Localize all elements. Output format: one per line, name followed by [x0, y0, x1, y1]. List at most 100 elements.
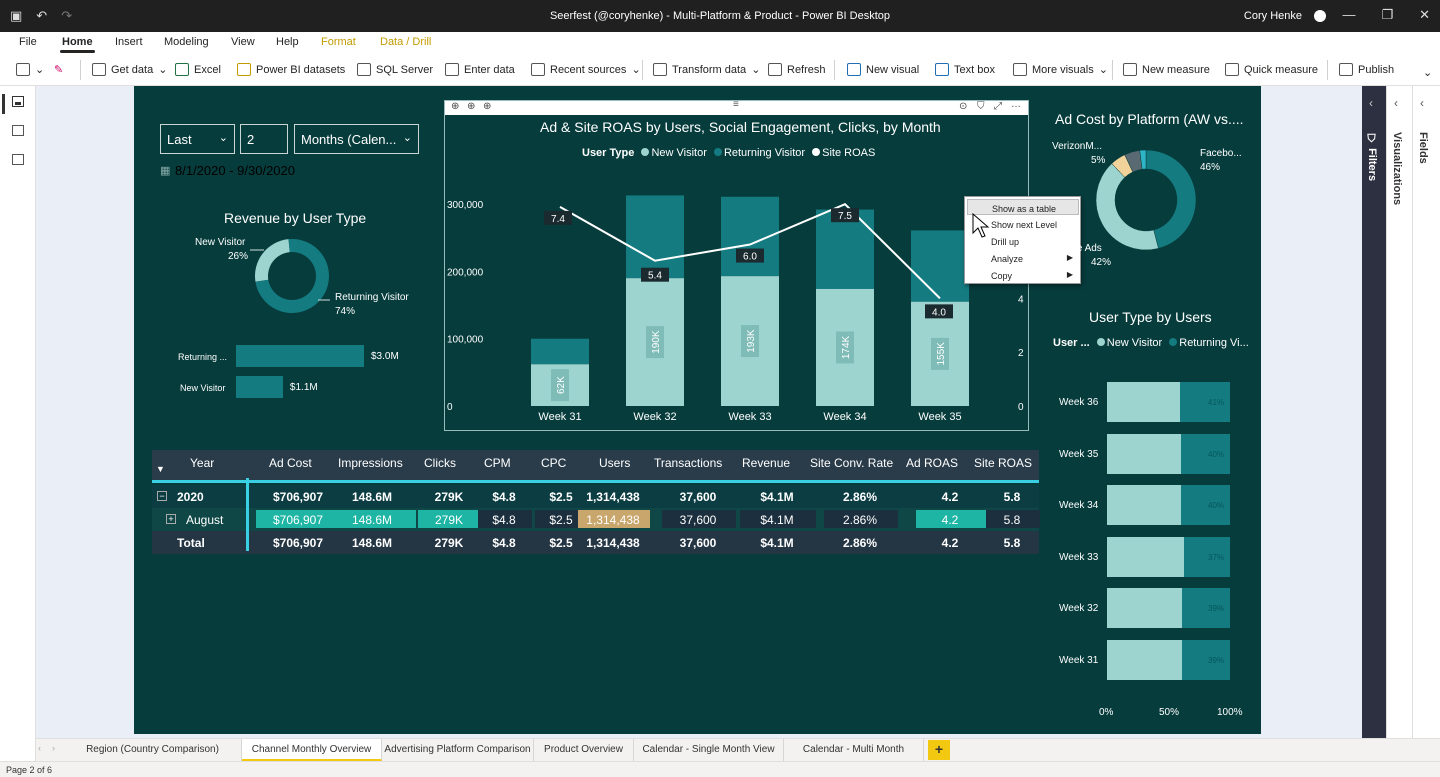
table-cell[interactable]: $706,907: [272, 490, 324, 504]
table-cell[interactable]: $4.1M: [760, 536, 794, 550]
chevron-left-icon[interactable]: ‹: [1369, 96, 1373, 110]
revenue-bar-new-visitor[interactable]: [236, 376, 283, 398]
donut-slice[interactable]: [1145, 150, 1196, 249]
table-cell[interactable]: $4.8: [492, 490, 516, 504]
transform-data-button[interactable]: Transform data ⌄: [653, 63, 760, 76]
legend-item-returning-visitor[interactable]: Returning Vi...: [1179, 337, 1249, 349]
chevron-left-icon[interactable]: ‹: [1394, 96, 1398, 110]
bar-new-visitor[interactable]: [1107, 382, 1180, 422]
bar-returning-visitor[interactable]: [1179, 382, 1230, 422]
table-row[interactable]: Total $706,907 148.6M 279K $4.8 $2.5 1,314,438…: [152, 531, 1039, 554]
relative-date-dropdown[interactable]: Last ⌄: [160, 124, 235, 154]
legend-item-site-roas[interactable]: Site ROAS: [822, 147, 876, 159]
recent-sources-button[interactable]: Recent sources ⌄: [531, 63, 641, 76]
page-tab[interactable]: Channel Monthly Overview: [242, 739, 382, 761]
table-cell[interactable]: 1,314,438: [586, 513, 640, 527]
table-cell[interactable]: 148.6M: [351, 490, 393, 504]
fields-pane[interactable]: ‹ Fields: [1412, 86, 1440, 738]
save-icon[interactable]: ▣: [10, 8, 23, 23]
more-visuals-button[interactable]: More visuals ⌄: [1013, 63, 1108, 76]
tab-format[interactable]: Format: [321, 36, 356, 48]
col-users[interactable]: Users: [599, 456, 631, 470]
legend-item-new-visitor[interactable]: New Visitor: [651, 147, 707, 159]
table-cell[interactable]: 2.86%: [842, 490, 878, 504]
bar-new-visitor[interactable]: [1107, 588, 1183, 629]
bar-new-visitor[interactable]: [1107, 485, 1181, 526]
menu-item-copy[interactable]: Copy ▶: [991, 270, 1073, 281]
format-painter-button[interactable]: ✎: [54, 63, 63, 76]
table-cell[interactable]: $4.1M: [760, 490, 794, 504]
bar-returning-visitor[interactable]: [1180, 433, 1230, 474]
table-row[interactable]: −2020 $706,907 148.6M 279K $4.8 $2.5 1,314,438…: [152, 485, 1039, 508]
page-tab[interactable]: Calendar - Single Month View: [634, 739, 784, 761]
legend-item-new-visitor[interactable]: New Visitor: [1106, 337, 1163, 349]
table-cell[interactable]: 1,314,438: [586, 536, 640, 550]
col-transactions[interactable]: Transactions: [654, 456, 723, 470]
bar-returning-visitor[interactable]: [1184, 536, 1230, 577]
bar-returning-visitor[interactable]: [626, 195, 684, 279]
close-icon[interactable]: ✕: [1419, 7, 1430, 22]
drill-down-icon[interactable]: ⊙: [959, 101, 968, 112]
new-measure-button[interactable]: New measure: [1123, 63, 1210, 76]
expand-all-icon[interactable]: ⊕: [483, 101, 492, 112]
bar-returning-visitor[interactable]: [911, 230, 969, 302]
more-options-icon[interactable]: …: [1011, 99, 1021, 110]
menu-item-show-next-level[interactable]: Show next Level: [991, 220, 1058, 230]
table-cell[interactable]: 4.2: [941, 513, 959, 527]
table-cell[interactable]: 2.86%: [842, 536, 878, 550]
table-cell[interactable]: $2.5: [549, 490, 573, 504]
line-site-roas[interactable]: [559, 202, 941, 300]
table-cell[interactable]: 279K: [434, 513, 464, 527]
bar-returning-visitor[interactable]: [1180, 485, 1230, 526]
table-cell[interactable]: $4.1M: [760, 513, 794, 527]
data-view-icon[interactable]: [12, 125, 24, 136]
table-cell[interactable]: 4.2: [941, 536, 959, 550]
col-impressions[interactable]: Impressions: [338, 456, 403, 470]
model-view-icon[interactable]: [12, 154, 24, 165]
collapse-ribbon-button[interactable]: ⌄: [1423, 66, 1432, 79]
bar-returning-visitor[interactable]: [531, 338, 589, 365]
col-year[interactable]: Year: [190, 456, 215, 470]
col-cpc[interactable]: CPC: [541, 456, 567, 470]
table-cell[interactable]: 5.8: [1003, 536, 1021, 550]
drill-mode-icon[interactable]: ⊕: [467, 101, 476, 112]
minimize-icon[interactable]: —: [1342, 7, 1356, 22]
report-view-icon[interactable]: [12, 96, 24, 107]
restore-icon[interactable]: ❐: [1381, 7, 1394, 22]
page-tab[interactable]: Advertising Platform Comparison: [382, 739, 534, 761]
revenue-bar-returning[interactable]: [236, 345, 364, 367]
focus-mode-icon[interactable]: ⤢: [994, 101, 1002, 112]
redo-icon[interactable]: ↷: [61, 8, 73, 23]
table-cell[interactable]: 4.2: [941, 490, 959, 504]
table-cell[interactable]: 5.8: [1003, 490, 1021, 504]
col-cpm[interactable]: CPM: [484, 456, 511, 470]
col-revenue[interactable]: Revenue: [742, 456, 791, 470]
page-tab[interactable]: Region (Country Comparison): [64, 739, 242, 761]
table-cell[interactable]: 148.6M: [351, 513, 393, 527]
tab-help[interactable]: Help: [276, 36, 299, 48]
col-ad-roas[interactable]: Ad ROAS: [906, 456, 959, 470]
table-cell[interactable]: 1,314,438: [586, 490, 640, 504]
donut-slice-new-visitor[interactable]: [255, 239, 290, 282]
table-cell[interactable]: 37,600: [679, 513, 717, 527]
bar-new-visitor[interactable]: [1107, 536, 1185, 577]
table-cell[interactable]: 148.6M: [351, 536, 393, 550]
table-cell[interactable]: 37,600: [679, 490, 717, 504]
row-header[interactable]: Total: [177, 536, 205, 550]
undo-icon[interactable]: ↶: [36, 8, 48, 23]
table-cell[interactable]: 2.86%: [842, 513, 878, 527]
tab-file[interactable]: File: [19, 36, 37, 48]
drag-handle-icon[interactable]: ≡: [733, 99, 739, 110]
refresh-button[interactable]: Refresh: [768, 63, 826, 76]
table-cell[interactable]: $4.8: [492, 513, 516, 527]
table-cell[interactable]: 279K: [434, 536, 464, 550]
bar-returning-visitor[interactable]: [1182, 640, 1230, 680]
bar-new-visitor[interactable]: [1107, 640, 1183, 680]
ad-cost-platform-donut[interactable]: [1096, 150, 1196, 250]
menu-item-show-as-table[interactable]: Show as a table: [967, 199, 1079, 215]
tab-home[interactable]: Home: [60, 36, 95, 53]
bar-returning-visitor[interactable]: [1182, 588, 1230, 629]
row-header[interactable]: 2020: [177, 490, 204, 504]
scroll-left-icon[interactable]: ‹: [38, 743, 41, 753]
collapse-icon[interactable]: −: [157, 491, 167, 501]
